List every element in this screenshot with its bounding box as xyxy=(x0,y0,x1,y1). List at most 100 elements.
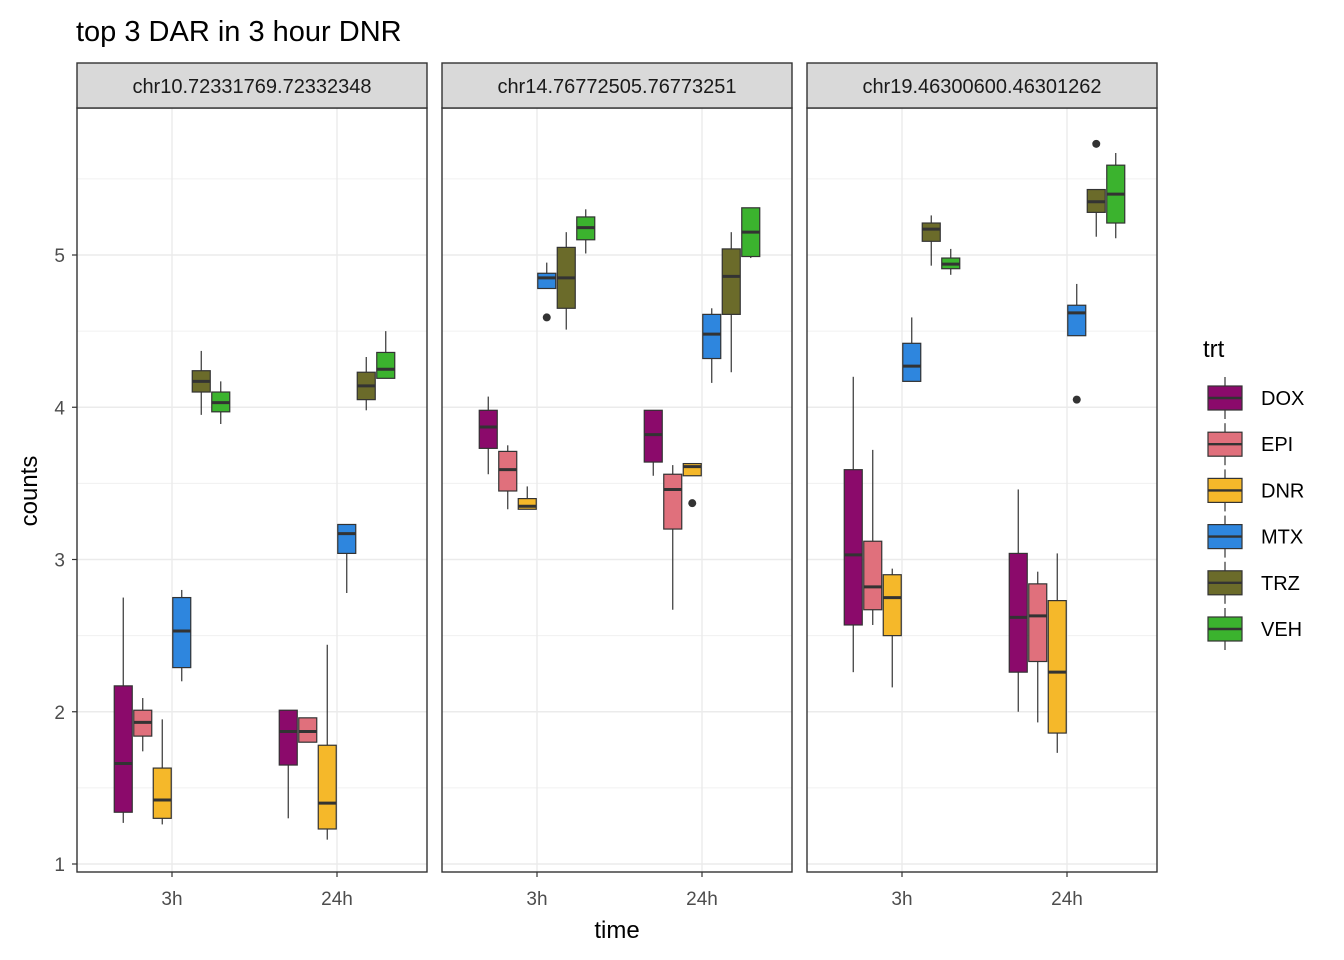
box-trz-3h xyxy=(191,350,211,415)
box-dox-24h xyxy=(278,709,298,819)
x-tick-label: 3h xyxy=(161,889,182,910)
box-body xyxy=(172,596,192,669)
box-epi-24h xyxy=(663,465,683,610)
box-epi-24h xyxy=(1028,571,1048,723)
box-body xyxy=(1067,304,1087,337)
box-trz-3h xyxy=(556,232,576,330)
box-mtx-3h xyxy=(902,317,922,382)
box-body xyxy=(663,473,683,530)
x-tick-label: 24h xyxy=(1051,889,1083,910)
legend-title: trt xyxy=(1203,336,1225,363)
legend-label: DNR xyxy=(1261,480,1304,502)
facet-strip xyxy=(441,62,793,109)
outlier-point xyxy=(1072,395,1081,404)
box-body xyxy=(498,450,518,492)
box-veh-24h xyxy=(741,207,761,259)
box-trz-24h xyxy=(356,357,376,411)
box-body xyxy=(902,342,922,382)
box-epi-3h xyxy=(863,449,883,625)
legend-label: EPI xyxy=(1261,434,1293,456)
box-body xyxy=(863,540,883,611)
box-dnr-24h xyxy=(1047,553,1067,753)
box-body xyxy=(298,717,318,743)
facet-strip-label: chr14.76772505.76773251 xyxy=(497,76,736,98)
box-dox-3h xyxy=(843,376,863,673)
facet-panel: chr14.76772505.76773251 3h 24h xyxy=(441,62,793,910)
facet-strip xyxy=(76,62,428,109)
box-trz-24h xyxy=(721,232,741,373)
legend-key-dox: DOX xyxy=(1207,377,1304,419)
y-tick-label: 4 xyxy=(54,398,65,419)
box-epi-24h xyxy=(298,717,318,743)
legend-key-epi: EPI xyxy=(1207,423,1293,466)
panel-background xyxy=(807,108,1157,872)
box-veh-3h xyxy=(576,209,596,254)
box-veh-24h xyxy=(1106,152,1126,239)
box-mtx-24h xyxy=(1067,283,1087,404)
legend-label: VEH xyxy=(1261,619,1302,641)
x-axis-title: time xyxy=(594,917,639,944)
legend-key-trz: TRZ xyxy=(1207,561,1300,604)
legend-label: MTX xyxy=(1261,527,1303,549)
box-dnr-24h xyxy=(317,644,337,840)
panel-background xyxy=(442,108,792,872)
box-mtx-24h xyxy=(702,308,722,383)
box-body xyxy=(337,523,357,555)
box-dox-3h xyxy=(113,597,133,823)
legend-key-mtx: MTX xyxy=(1207,515,1303,558)
box-body xyxy=(376,351,396,379)
box-body xyxy=(478,409,498,449)
x-tick-label: 24h xyxy=(686,889,718,910)
legend-key-veh: VEH xyxy=(1207,608,1302,650)
box-body xyxy=(317,744,337,830)
x-tick-label: 3h xyxy=(526,889,547,910)
box-body xyxy=(721,248,741,315)
box-dnr-3h xyxy=(882,568,902,688)
box-mtx-24h xyxy=(337,523,357,593)
box-dnr-3h xyxy=(517,486,537,510)
legend-label: DOX xyxy=(1261,388,1304,410)
box-body xyxy=(152,767,172,819)
legend-key-dnr: DNR xyxy=(1207,469,1304,512)
box-body xyxy=(517,498,537,510)
box-body xyxy=(702,313,722,360)
facet-panel: chr19.46300600.46301262 3h 24h xyxy=(806,62,1158,910)
outlier-point xyxy=(542,313,551,322)
y-axis: 1 2 3 4 5 xyxy=(54,246,77,876)
facet-panel: chr10.72331769.72332348 3h 24h xyxy=(76,62,428,910)
box-epi-3h xyxy=(133,698,153,752)
box-dnr-3h xyxy=(152,719,172,825)
box-body xyxy=(843,469,863,626)
facet-strip-label: chr10.72331769.72332348 xyxy=(132,76,371,98)
box-body xyxy=(1028,583,1048,663)
box-body xyxy=(537,272,557,290)
box-body xyxy=(278,709,298,766)
box-body xyxy=(113,685,133,813)
box-epi-3h xyxy=(498,445,518,510)
box-body xyxy=(643,409,663,463)
outlier-point xyxy=(688,499,697,508)
y-tick-label: 1 xyxy=(54,855,65,876)
facet-strip xyxy=(806,62,1158,109)
panel-background xyxy=(77,108,427,872)
y-tick-label: 2 xyxy=(54,703,65,724)
box-mtx-3h xyxy=(537,262,557,322)
y-axis-title: counts xyxy=(16,456,43,527)
box-body xyxy=(1008,552,1028,673)
x-tick-label: 3h xyxy=(891,889,912,910)
x-tick-label: 24h xyxy=(321,889,353,910)
box-body xyxy=(882,574,902,637)
legend-label: TRZ xyxy=(1261,573,1300,595)
box-veh-3h xyxy=(211,381,231,424)
box-body xyxy=(1047,600,1067,734)
box-dox-24h xyxy=(643,409,663,476)
box-body xyxy=(921,222,941,242)
facet-strip-label: chr19.46300600.46301262 xyxy=(862,76,1101,98)
box-dox-24h xyxy=(1008,489,1028,712)
box-trz-3h xyxy=(921,215,941,266)
legend: trt DOX EPI DNR MTX TRZ VEH xyxy=(1203,336,1304,650)
box-trz-24h xyxy=(1086,139,1106,237)
chart-title: top 3 DAR in 3 hour DNR xyxy=(76,16,402,48)
